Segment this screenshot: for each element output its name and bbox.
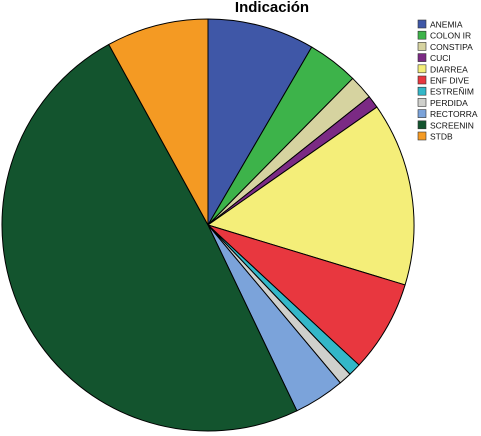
legend-label: DIARREA xyxy=(430,64,468,74)
pie-slice-anemia xyxy=(207,18,313,226)
legend-swatch xyxy=(417,64,427,74)
pie-slices xyxy=(1,18,415,432)
pie-slice-screenin xyxy=(1,43,298,432)
legend-swatch xyxy=(417,109,427,118)
legend-label: COLON IR xyxy=(430,31,471,41)
legend-label: ESTREÑIM xyxy=(430,87,474,97)
legend-swatch xyxy=(417,53,427,62)
legend-swatch xyxy=(417,19,427,29)
legend-label: CONSTIPA xyxy=(430,42,473,52)
legend-swatch xyxy=(417,75,427,85)
legend-label: ENF DIVE xyxy=(430,76,470,86)
legend-label: STDB xyxy=(430,132,453,142)
pie-slice-stdb xyxy=(108,18,209,226)
legend-swatch xyxy=(417,120,427,130)
legend-swatch xyxy=(417,98,427,107)
legend-label: PERDIDA xyxy=(430,98,468,108)
legend-swatch xyxy=(417,86,427,96)
legend-swatch xyxy=(417,42,427,51)
legend-swatch xyxy=(417,131,427,141)
legend-label: ANEMIA xyxy=(430,20,463,30)
legend-swatch xyxy=(417,30,427,40)
legend-label: RECTORRA xyxy=(430,109,478,119)
legend-label: CUCI xyxy=(430,53,451,63)
chart-title: Indicación xyxy=(235,0,309,16)
legend-label: SCREENIN xyxy=(430,120,474,130)
